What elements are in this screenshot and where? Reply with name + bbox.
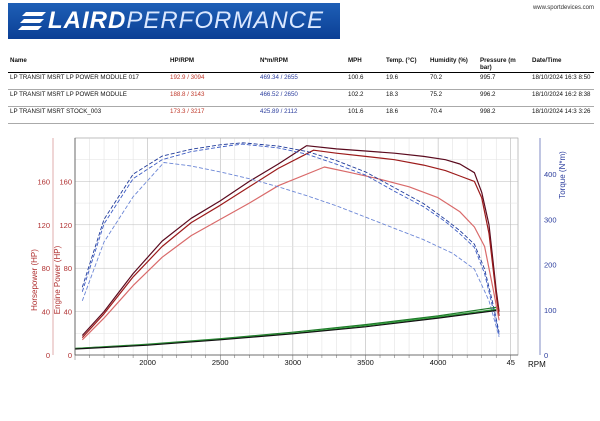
series-line-5 xyxy=(81,162,500,338)
chart-series xyxy=(74,142,500,350)
table-row[interactable]: LP TRANSIT MSRT LP POWER MODULE 188.8 / … xyxy=(8,89,594,107)
logo-stripes-icon xyxy=(18,12,46,30)
cell-mph: 101.6 xyxy=(346,106,384,124)
cell-hp: 188.8 / 3143 xyxy=(168,89,258,107)
cell-torque: 466.52 / 2650 xyxy=(258,89,346,107)
cell-name: LP TRANSIT MSRT STOCK_003 xyxy=(8,106,168,124)
chart-grid xyxy=(74,137,519,356)
y-right-label-torque: Torque (N*m) xyxy=(558,151,567,199)
y-right-tick-label: 200 xyxy=(544,261,557,270)
y-left-tick-label: 120 xyxy=(37,221,50,230)
cell-name: LP TRANSIT MSRT LP POWER MODULE xyxy=(8,89,168,107)
y-left-label-horsepower: Horsepower (HP) xyxy=(30,249,39,311)
col-nm-rpm: N*m/RPM xyxy=(258,56,346,73)
y-left-tick-label: 160 xyxy=(37,177,50,186)
cell-pressure: 996.2 xyxy=(478,89,530,107)
y-left-tick-label: 0 xyxy=(46,351,50,360)
col-name: Name xyxy=(8,56,168,73)
y-left-tick-label: 0 xyxy=(68,351,72,360)
table-row[interactable]: LP TRANSIT MSRT STOCK_003 173.3 / 3217 4… xyxy=(8,106,594,124)
series-line-0 xyxy=(81,145,500,336)
y-left-tick-label: 40 xyxy=(64,308,72,317)
col-hp-rpm: HP/RPM xyxy=(168,56,258,73)
y-left-tick-label: 80 xyxy=(42,264,50,273)
table-header-row: Name HP/RPM N*m/RPM MPH Temp. (°C) Humid… xyxy=(8,56,594,73)
cell-pressure: 998.2 xyxy=(478,106,530,124)
cell-datetime: 18/10/2024 16:3 8:50 xyxy=(530,72,594,90)
series-line-1 xyxy=(81,149,500,339)
cell-torque: 469.34 / 2655 xyxy=(258,72,346,90)
series-line-3 xyxy=(81,142,500,333)
logo-light-text: PERFORMANCE xyxy=(126,7,325,34)
table-row[interactable]: LP TRANSIT MSRT LP POWER MODULE 017 192.… xyxy=(8,72,594,90)
brand-logo: LAIRDPERFORMANCE xyxy=(8,3,340,39)
cell-temp: 18.3 xyxy=(384,89,428,107)
x-tick-label: 45 xyxy=(507,358,515,367)
y-left-tick-label: 40 xyxy=(42,308,50,317)
cell-datetime: 18/10/2024 16:2 8:38 xyxy=(530,89,594,107)
col-mph: MPH xyxy=(346,56,384,73)
site-url: www.sportdevices.com xyxy=(532,5,594,11)
series-line-8 xyxy=(74,309,497,350)
y-left-label-engine-power: Engine Power (HP) xyxy=(53,245,62,314)
x-tick-label: 3000 xyxy=(285,358,302,367)
y-left-tick-label: 160 xyxy=(59,177,72,186)
cell-hp: 173.3 / 3217 xyxy=(168,106,258,124)
cell-temp: 19.6 xyxy=(384,72,428,90)
col-temp: Temp. (°C) xyxy=(384,56,428,73)
y-left-tick-label: 120 xyxy=(59,221,72,230)
cell-humidity: 75.2 xyxy=(428,89,478,107)
cell-torque: 425.89 / 2112 xyxy=(258,106,346,124)
cell-mph: 100.6 xyxy=(346,72,384,90)
x-tick-label: 4000 xyxy=(430,358,447,367)
y-right-tick-label: 400 xyxy=(544,170,557,179)
cell-temp: 18.6 xyxy=(384,106,428,124)
cell-humidity: 70.4 xyxy=(428,106,478,124)
x-axis-label: RPM xyxy=(528,360,546,369)
y-left-tick-label: 80 xyxy=(64,264,72,273)
logo-wordmark: LAIRDPERFORMANCE xyxy=(48,7,324,35)
cell-pressure: 995.7 xyxy=(478,72,530,90)
x-tick-label: 3500 xyxy=(357,358,374,367)
logo-bold-text: LAIRD xyxy=(48,7,127,34)
col-datetime: Date/Time xyxy=(530,56,594,73)
cell-humidity: 70.2 xyxy=(428,72,478,90)
col-pressure: Pressure (m bar) xyxy=(478,56,530,73)
y-right-tick-label: 300 xyxy=(544,215,557,224)
cell-name: LP TRANSIT MSRT LP POWER MODULE 017 xyxy=(8,72,168,90)
x-tick-label: 2000 xyxy=(139,358,156,367)
col-humidity: Humidity (%) xyxy=(428,56,478,73)
results-table: Name HP/RPM N*m/RPM MPH Temp. (°C) Humid… xyxy=(8,56,594,124)
series-line-4 xyxy=(81,143,500,335)
cell-hp: 192.9 / 3094 xyxy=(168,72,258,90)
cell-mph: 102.2 xyxy=(346,89,384,107)
cell-datetime: 18/10/2024 14:3 3:26 xyxy=(530,106,594,124)
y-right-tick-label: 100 xyxy=(544,306,557,315)
series-line-2 xyxy=(81,166,500,341)
x-tick-label: 2500 xyxy=(212,358,229,367)
y-right-tick-label: 0 xyxy=(544,351,548,360)
